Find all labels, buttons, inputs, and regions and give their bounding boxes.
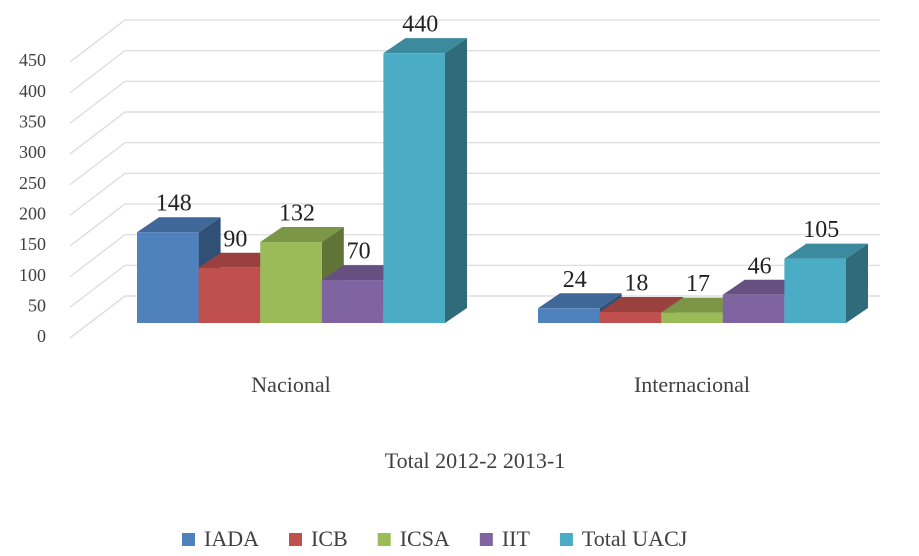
grid-line bbox=[69, 203, 880, 247]
y-tick-label: 50 bbox=[28, 295, 46, 315]
grid-line bbox=[69, 50, 880, 94]
grid-line bbox=[69, 264, 880, 308]
x-axis-title: Total 2012-2 2013-1 bbox=[385, 448, 566, 473]
x-tick-label: Nacional bbox=[251, 372, 330, 397]
bar-side bbox=[846, 243, 868, 323]
bar bbox=[784, 243, 868, 323]
x-tick-label: Internacional bbox=[634, 372, 750, 397]
bar-front bbox=[661, 312, 723, 323]
bar-front bbox=[137, 232, 199, 323]
y-tick-label: 250 bbox=[19, 173, 46, 193]
grid-line bbox=[69, 80, 880, 124]
bar-front bbox=[260, 242, 322, 323]
legend-swatch bbox=[479, 533, 493, 546]
bar-front bbox=[321, 280, 384, 323]
legend-label: Total UACJ bbox=[582, 526, 688, 551]
y-tick-label: 350 bbox=[19, 111, 46, 131]
legend-label: ICB bbox=[311, 526, 348, 551]
bar-side bbox=[445, 38, 467, 324]
bar-front bbox=[722, 294, 785, 323]
legend-label: IADA bbox=[204, 526, 259, 551]
y-tick-label: 0 bbox=[37, 326, 46, 346]
bar-top bbox=[137, 217, 221, 233]
grid-line bbox=[69, 142, 880, 186]
y-tick-label: 300 bbox=[19, 142, 46, 162]
y-tick-label: 150 bbox=[19, 234, 46, 254]
grid-line bbox=[69, 234, 880, 278]
bar-top bbox=[260, 227, 344, 243]
data-label: 105 bbox=[803, 217, 839, 243]
legend-swatch bbox=[377, 533, 391, 546]
data-label: 46 bbox=[748, 253, 772, 279]
bar bbox=[260, 227, 344, 323]
grid-line bbox=[69, 172, 880, 216]
legend-swatch bbox=[289, 533, 302, 546]
data-label: 18 bbox=[624, 270, 648, 296]
y-tick-label: 200 bbox=[19, 203, 46, 223]
data-label: 70 bbox=[347, 239, 371, 265]
data-label: 24 bbox=[563, 267, 587, 293]
bar-top bbox=[784, 243, 868, 259]
grid-line bbox=[69, 19, 880, 63]
bar-top bbox=[383, 38, 467, 54]
y-tick-label: 450 bbox=[19, 50, 46, 70]
bar-front bbox=[538, 308, 600, 323]
y-tick-label: 400 bbox=[19, 81, 46, 101]
grid-line bbox=[69, 111, 880, 155]
data-label: 90 bbox=[223, 226, 247, 252]
legend-label: IIT bbox=[502, 526, 531, 551]
data-label: 440 bbox=[402, 12, 438, 38]
bar-front bbox=[784, 258, 846, 323]
bar-front bbox=[383, 53, 445, 324]
data-label: 148 bbox=[156, 191, 192, 217]
data-label: 17 bbox=[686, 271, 710, 297]
legend-label: ICSA bbox=[400, 526, 450, 551]
bar-top bbox=[538, 293, 622, 309]
y-tick-label: 100 bbox=[19, 265, 46, 285]
data-label: 132 bbox=[279, 201, 315, 227]
bar bbox=[383, 38, 467, 324]
legend-swatch bbox=[559, 533, 573, 546]
bar-front bbox=[599, 311, 662, 323]
bar-top bbox=[599, 296, 684, 312]
grid-line bbox=[69, 295, 880, 339]
legend-swatch bbox=[182, 533, 195, 546]
bar-front bbox=[198, 267, 261, 323]
